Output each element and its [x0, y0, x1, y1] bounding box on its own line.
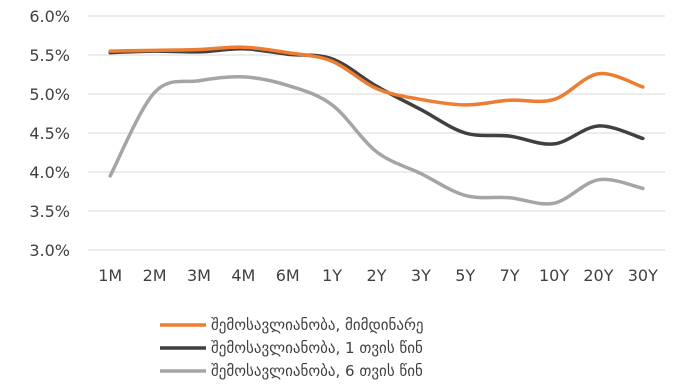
y-tick-label: 6.0% [29, 7, 70, 26]
x-tick-label: 1M [98, 266, 122, 285]
y-tick-label: 5.0% [29, 85, 70, 104]
y-tick-label: 3.5% [29, 202, 70, 221]
x-tick-label: 20Y [583, 266, 613, 285]
x-tick-label: 7Y [500, 266, 520, 285]
gridlines [88, 15, 665, 251]
x-tick-label: 30Y [628, 266, 658, 285]
x-tick-label: 2Y [367, 266, 387, 285]
series-line-1 [108, 45, 645, 107]
series-lines [108, 45, 645, 206]
x-tick-label: 10Y [539, 266, 569, 285]
x-axis-ticks: 1M 2M 3M 4M 6M 1Y 2Y 3Y 5Y 7Y 10Y 20Y 30Y [98, 266, 658, 285]
series-line-3 [108, 74, 645, 206]
y-tick-label: 5.5% [29, 46, 70, 65]
x-tick-label: 2M [143, 266, 167, 285]
legend-label-3: შემოსავლიანობა, 6 თვის წინ [211, 362, 423, 380]
x-tick-label: 1Y [322, 266, 342, 285]
x-tick-label: 6M [276, 266, 300, 285]
y-tick-label: 3.0% [29, 241, 70, 260]
x-tick-label: 3Y [411, 266, 431, 285]
y-tick-label: 4.0% [29, 163, 70, 182]
y-tick-label: 4.5% [29, 124, 70, 143]
legend-label-1: შემოსავლიანობა, მიმდინარე [211, 316, 424, 334]
x-tick-label: 3M [187, 266, 211, 285]
x-tick-label: 5Y [455, 266, 475, 285]
legend: შემოსავლიანობა, მიმდინარე შემოსავლიანობა,… [160, 316, 424, 380]
legend-label-2: შემოსავლიანობა, 1 თვის წინ [211, 339, 423, 357]
x-tick-label: 4M [231, 266, 255, 285]
series-line-2 [108, 47, 645, 146]
y-axis-ticks: 6.0% 5.5% 5.0% 4.5% 4.0% 3.5% 3.0% [29, 7, 70, 260]
